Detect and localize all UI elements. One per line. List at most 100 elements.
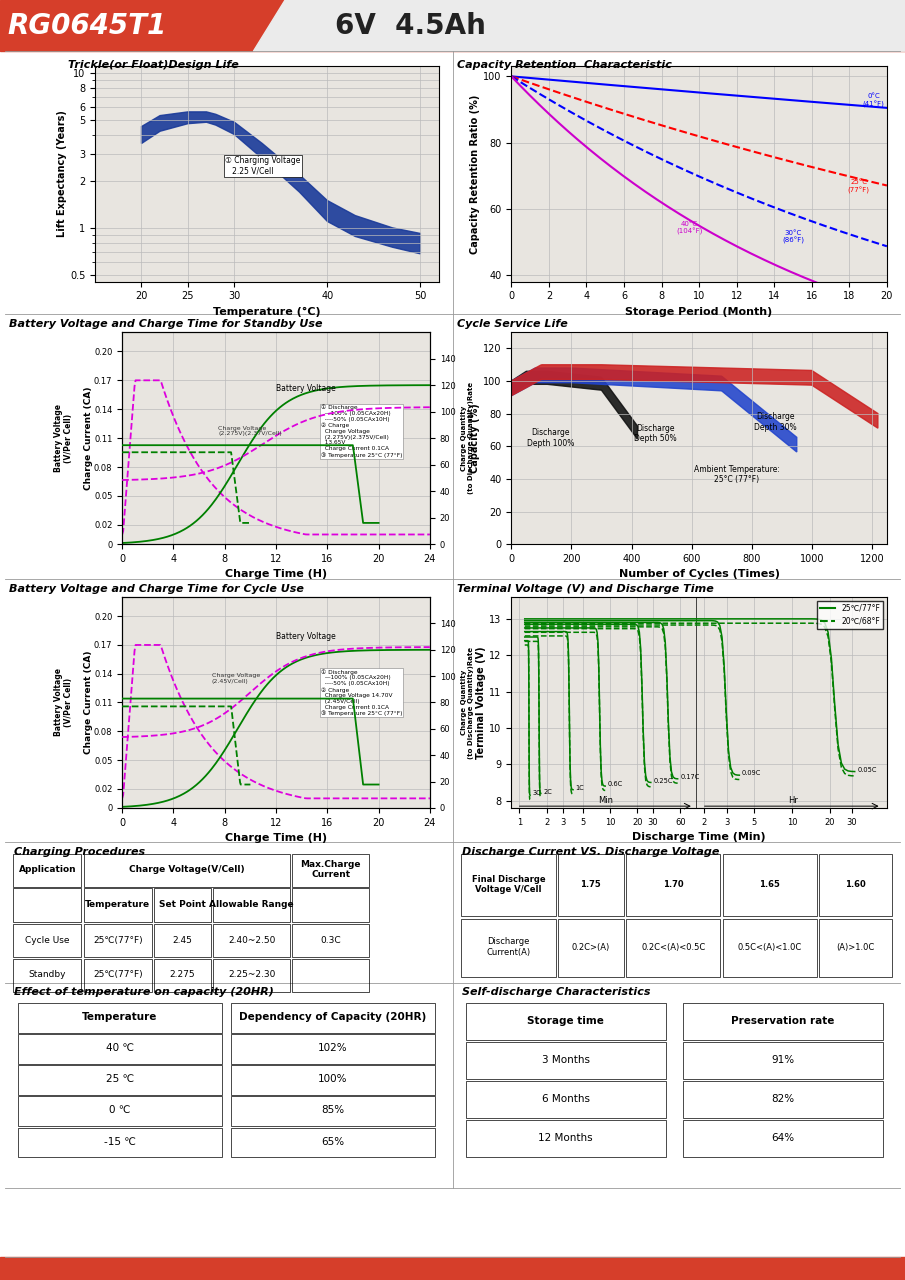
Bar — [626, 919, 720, 977]
Bar — [626, 854, 720, 916]
Y-axis label: Charge Quantity
(to Discharge Quantity)Rate: Charge Quantity (to Discharge Quantity)R… — [461, 646, 474, 759]
0°C — [529, 70, 539, 86]
Y-axis label: Capacity (%): Capacity (%) — [471, 403, 481, 474]
Y-axis label: Charge Current (CA): Charge Current (CA) — [83, 650, 92, 754]
Text: Effect of temperature on capacity (20HR): Effect of temperature on capacity (20HR) — [14, 987, 273, 997]
Text: 0.5C<(A)<1.0C: 0.5C<(A)<1.0C — [738, 942, 802, 952]
40°C — [521, 84, 532, 100]
Text: 0 ℃: 0 ℃ — [110, 1106, 130, 1115]
Bar — [83, 888, 152, 922]
Text: Temperature: Temperature — [85, 900, 150, 909]
Text: Battery Voltage
(V/Per Cell): Battery Voltage (V/Per Cell) — [54, 668, 73, 736]
Text: (A)>1.0C: (A)>1.0C — [836, 942, 874, 952]
Bar — [683, 1004, 882, 1041]
Bar — [18, 1004, 222, 1033]
Text: 30°C
(86°F): 30°C (86°F) — [782, 230, 804, 244]
Text: Discharge
Depth 50%: Discharge Depth 50% — [634, 424, 677, 443]
Text: Charging Procedures: Charging Procedures — [14, 847, 145, 858]
Bar — [154, 924, 211, 957]
Text: Cycle Use: Cycle Use — [25, 936, 70, 945]
X-axis label: Discharge Time (Min): Discharge Time (Min) — [633, 832, 766, 842]
Text: 102%: 102% — [318, 1043, 348, 1053]
Bar — [231, 1097, 434, 1126]
Text: 85%: 85% — [321, 1106, 344, 1115]
40°C — [529, 92, 539, 108]
Line: 0°C: 0°C — [511, 77, 887, 108]
Text: Min: Min — [597, 796, 613, 805]
Legend: 25℃/77°F, 20℃/68°F: 25℃/77°F, 20℃/68°F — [816, 600, 883, 628]
Bar — [231, 1065, 434, 1094]
Bar — [466, 1120, 665, 1157]
Text: Battery Voltage: Battery Voltage — [276, 384, 336, 393]
40°C — [606, 159, 617, 174]
40°C — [576, 134, 586, 150]
Bar — [14, 888, 81, 922]
Y-axis label: Capacity Retention Ratio (%): Capacity Retention Ratio (%) — [471, 95, 481, 253]
Polygon shape — [511, 371, 637, 439]
Text: 65%: 65% — [321, 1137, 344, 1147]
Text: 25℃(77°F): 25℃(77°F) — [93, 970, 142, 979]
0°C — [862, 99, 873, 114]
40°C — [862, 294, 873, 310]
X-axis label: Charge Time (H): Charge Time (H) — [225, 570, 327, 580]
Bar — [292, 959, 369, 992]
Text: 2C: 2C — [544, 788, 552, 795]
Text: Dependency of Capacity (20HR): Dependency of Capacity (20HR) — [239, 1012, 426, 1021]
Text: 1.70: 1.70 — [662, 879, 683, 890]
Bar — [683, 1042, 882, 1079]
Text: Charge Voltage
(2.275V)(2.37V/Cell): Charge Voltage (2.275V)(2.37V/Cell) — [218, 425, 282, 436]
Text: Storage time: Storage time — [528, 1016, 604, 1027]
25°C — [606, 102, 617, 118]
X-axis label: Temperature (°C): Temperature (°C) — [214, 307, 320, 317]
30°C — [862, 233, 873, 248]
Bar — [18, 1034, 222, 1064]
25°C — [506, 69, 517, 84]
Y-axis label: Charge Quantity
(to Discharge Quantity)Rate: Charge Quantity (to Discharge Quantity)R… — [461, 381, 474, 494]
30°C — [521, 78, 532, 93]
Bar — [231, 1004, 434, 1033]
Text: 0.25C: 0.25C — [653, 778, 673, 783]
Text: 25℃(77°F): 25℃(77°F) — [93, 936, 142, 945]
Text: Battery Voltage
(V/Per Cell): Battery Voltage (V/Per Cell) — [54, 404, 73, 472]
Line: 30°C: 30°C — [511, 77, 887, 246]
Text: Standby: Standby — [29, 970, 66, 979]
30°C — [529, 83, 539, 99]
Text: 6 Months: 6 Months — [541, 1093, 590, 1103]
25°C — [850, 170, 861, 186]
30°C — [881, 238, 892, 253]
Polygon shape — [511, 365, 878, 429]
Text: 1.75: 1.75 — [580, 879, 601, 890]
Y-axis label: Charge Current (CA): Charge Current (CA) — [83, 387, 92, 490]
Text: Capacity Retention  Characteristic: Capacity Retention Characteristic — [457, 60, 672, 69]
Bar — [722, 854, 817, 916]
Bar — [214, 924, 290, 957]
X-axis label: Storage Period (Month): Storage Period (Month) — [625, 307, 773, 317]
Bar — [292, 854, 369, 887]
Text: Battery Voltage and Charge Time for Standby Use: Battery Voltage and Charge Time for Stan… — [9, 320, 322, 329]
Text: Set Point: Set Point — [159, 900, 205, 909]
Text: ① Discharge
  —100% (0.05CAx20H)
  ----50% (0.05CAx10H)
② Charge
  Charge Voltag: ① Discharge —100% (0.05CAx20H) ----50% (… — [321, 669, 403, 717]
Bar — [214, 888, 290, 922]
Text: ① Discharge
  —100% (0.05CAx20H)
  ----50% (0.05CAx10H)
② Charge
  Charge Voltag: ① Discharge —100% (0.05CAx20H) ----50% (… — [321, 404, 403, 458]
Text: 12 Months: 12 Months — [538, 1133, 593, 1143]
Text: 0.2C<(A)<0.5C: 0.2C<(A)<0.5C — [641, 942, 705, 952]
Text: 25 ℃: 25 ℃ — [106, 1074, 134, 1084]
Text: 0.09C: 0.09C — [742, 771, 761, 777]
25°C — [862, 173, 873, 188]
Text: 6V  4.5Ah: 6V 4.5Ah — [335, 12, 486, 40]
Bar — [558, 854, 624, 916]
Line: 25°C: 25°C — [511, 77, 887, 186]
Text: 64%: 64% — [771, 1133, 795, 1143]
Text: Cycle Service Life: Cycle Service Life — [457, 320, 567, 329]
Text: Discharge Current VS. Discharge Voltage: Discharge Current VS. Discharge Voltage — [462, 847, 719, 858]
Bar — [18, 1097, 222, 1126]
Text: 40 ℃: 40 ℃ — [106, 1043, 134, 1053]
Bar — [558, 919, 624, 977]
Text: -15 ℃: -15 ℃ — [104, 1137, 136, 1147]
30°C — [506, 69, 517, 84]
30°C — [576, 110, 586, 125]
Text: 0.3C: 0.3C — [320, 936, 341, 945]
Bar — [18, 1128, 222, 1157]
0°C — [850, 97, 861, 113]
Text: Temperature: Temperature — [82, 1012, 157, 1021]
